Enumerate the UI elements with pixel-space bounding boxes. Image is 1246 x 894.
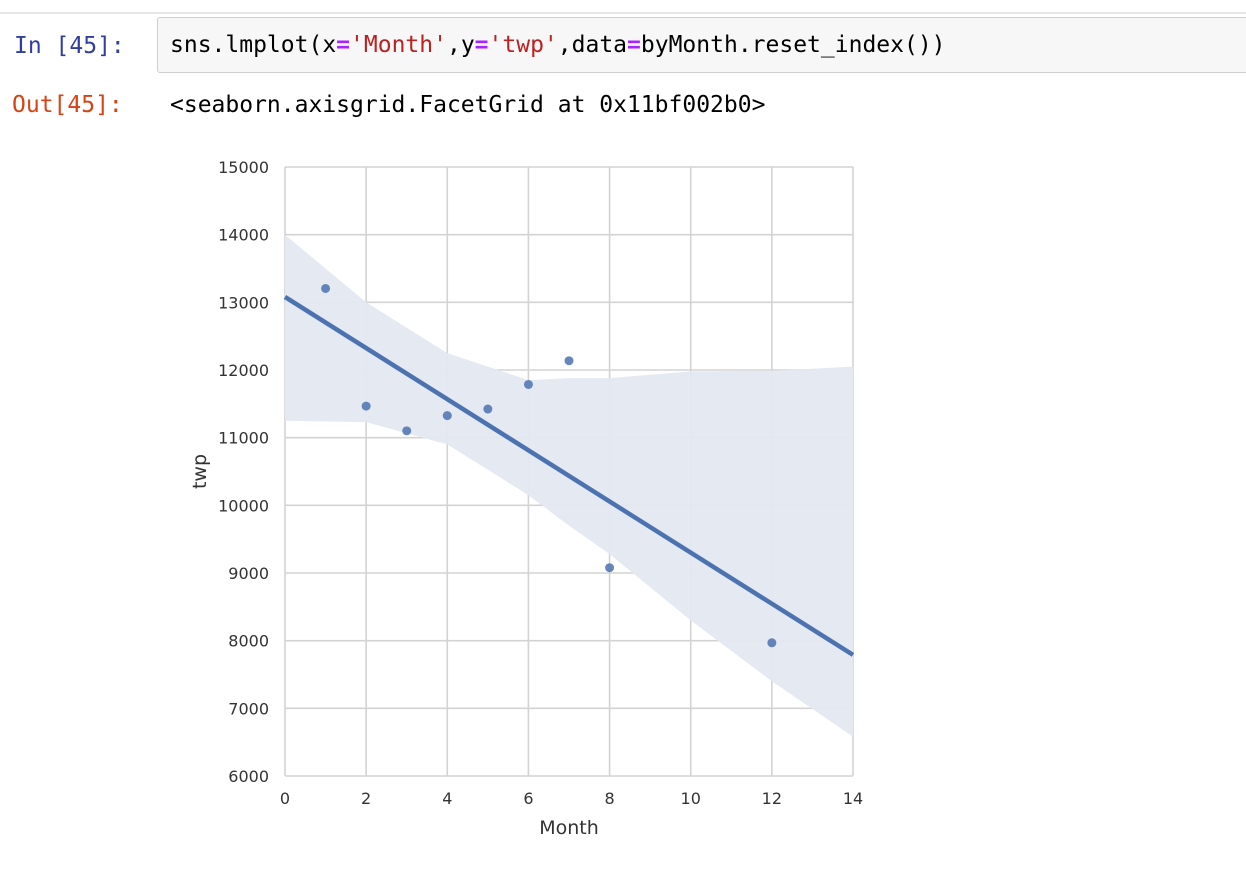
y-tick-label: 12000 xyxy=(218,361,269,380)
x-tick-label: 8 xyxy=(604,789,614,808)
y-tick-label: 8000 xyxy=(228,632,269,651)
x-tick-label: 14 xyxy=(843,789,863,808)
scatter-points xyxy=(321,283,777,648)
data-point xyxy=(483,404,493,414)
input-prompt: In [45]: xyxy=(14,33,125,59)
x-axis-label: Month xyxy=(539,817,599,839)
data-point xyxy=(767,638,777,648)
code-token: ,y xyxy=(446,32,475,58)
code-input-cell[interactable]: sns.lmplot(x='Month',y='twp',data=byMont… xyxy=(157,17,1246,73)
y-tick-label: 6000 xyxy=(228,767,269,786)
code-operator-token: = xyxy=(336,32,351,58)
x-tick-label: 10 xyxy=(681,789,701,808)
y-tick-label: 7000 xyxy=(228,699,269,718)
regression-line xyxy=(283,295,855,657)
data-point xyxy=(564,356,574,366)
y-tick-label: 10000 xyxy=(218,496,269,515)
code-token: ,data xyxy=(557,32,628,58)
data-point xyxy=(442,411,452,421)
code-token: byMonth.reset_index()) xyxy=(640,32,946,58)
confidence-band xyxy=(285,234,853,737)
output-prompt: Out[45]: xyxy=(12,92,123,118)
x-tick-label: 0 xyxy=(280,789,290,808)
y-tick-label: 13000 xyxy=(218,293,269,312)
code-line[interactable]: sns.lmplot(x='Month',y='twp',data=byMont… xyxy=(170,30,946,60)
code-operator-token: = xyxy=(627,32,641,58)
y-tick-labels: 6000 7000 8000 9000 10000 11000 12000 13000 1400… xyxy=(218,158,269,786)
y-axis-label: twp xyxy=(189,454,211,489)
code-token: sns.lmplot(x xyxy=(170,32,337,58)
data-point xyxy=(321,283,331,293)
output-repr-text: <seaborn.axisgrid.FacetGrid at 0x11bf002… xyxy=(170,92,766,118)
code-string-token: 'Month' xyxy=(350,32,447,58)
x-tick-labels: 0 2 4 6 8 10 12 14 xyxy=(280,789,863,808)
code-string-token: 'twp' xyxy=(488,32,558,58)
x-tick-label: 4 xyxy=(442,789,452,808)
y-tick-label: 14000 xyxy=(218,226,269,245)
x-tick-label: 12 xyxy=(762,789,782,808)
data-point xyxy=(605,563,615,573)
cell-top-border xyxy=(0,12,1246,14)
x-tick-label: 6 xyxy=(523,789,533,808)
data-point xyxy=(523,379,533,389)
y-tick-label: 15000 xyxy=(218,158,269,177)
y-tick-label: 11000 xyxy=(218,429,269,448)
lmplot-figure: 0 2 4 6 8 10 12 14 6000 7000 8000 9000 10000 11000 12… xyxy=(189,158,863,839)
data-point xyxy=(402,426,412,436)
data-point xyxy=(361,401,371,411)
code-operator-token: = xyxy=(474,32,489,58)
x-tick-label: 2 xyxy=(361,789,371,808)
y-tick-label: 9000 xyxy=(228,564,269,583)
